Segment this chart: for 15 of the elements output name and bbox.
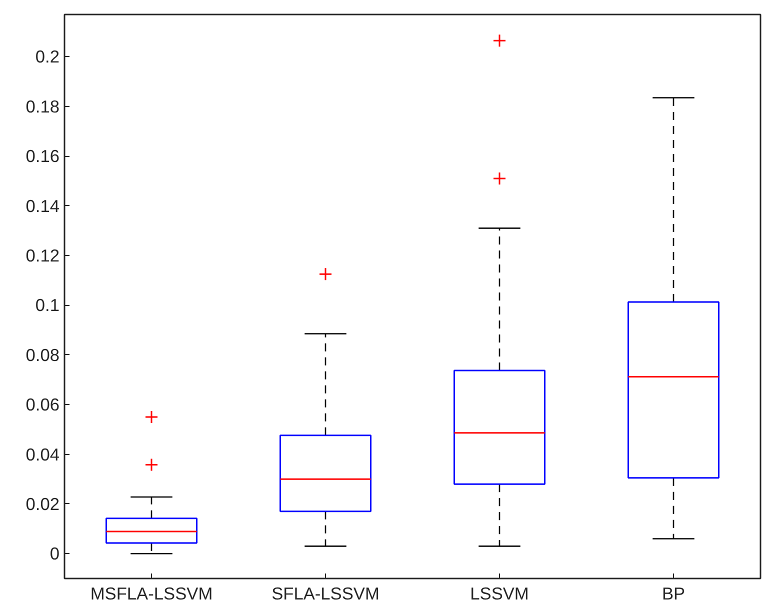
- y-tick-label: 0.2: [35, 46, 60, 67]
- y-tick-label: 0: [50, 544, 60, 564]
- y-tick-label: 0.12: [26, 246, 60, 266]
- x-tick-label: MSFLA-LSSVM: [90, 584, 213, 604]
- x-tick-label: LSSVM: [470, 584, 529, 604]
- y-tick-label: 0.18: [26, 96, 60, 116]
- y-tick-label: 0.02: [26, 494, 60, 514]
- x-tick-label: SFLA-LSSVM: [272, 584, 380, 604]
- y-tick-label: 0.16: [26, 146, 60, 166]
- y-tick-label: 0.06: [26, 394, 60, 415]
- x-tick-label: BP: [662, 584, 686, 604]
- y-tick-label: 0.1: [35, 295, 60, 316]
- y-tick-label: 0.14: [26, 196, 60, 216]
- y-tick-label: 0.08: [26, 344, 60, 365]
- y-tick-label: 0.04: [26, 444, 60, 464]
